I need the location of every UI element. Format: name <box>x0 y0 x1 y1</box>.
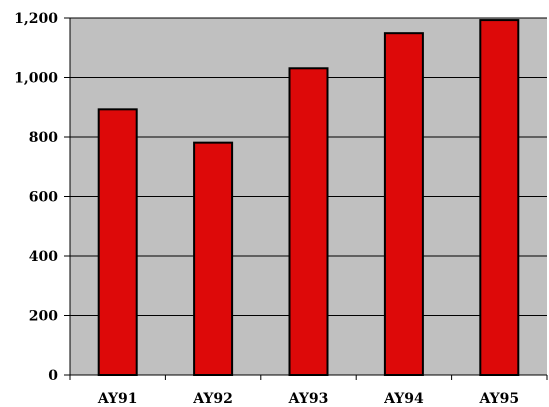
y-axis: 0 200 400 600 800 1,000 1,200 <box>14 11 71 384</box>
bar-ay95 <box>479 19 520 377</box>
x-tick-label: AY94 <box>383 391 424 407</box>
y-tick-label: 600 <box>29 190 58 206</box>
x-tick-label: AY91 <box>97 391 138 407</box>
bar-ay93 <box>288 67 329 376</box>
y-tick-label: 400 <box>29 249 58 265</box>
y-tick-label: 1,200 <box>14 11 58 27</box>
x-tick-label: AY92 <box>192 391 233 407</box>
y-tick-label: 1,000 <box>14 71 58 87</box>
x-tick-label: AY93 <box>288 391 329 407</box>
bars <box>97 19 520 377</box>
y-tick-label: 200 <box>29 309 58 325</box>
bar-ay91 <box>97 108 138 377</box>
y-tick-label: 800 <box>29 130 58 146</box>
x-tick-label: AY95 <box>478 391 519 407</box>
bar-ay94 <box>383 32 424 377</box>
x-axis: AY91 AY92 AY93 AY94 AY95 <box>69 374 548 407</box>
bar-ay92 <box>193 141 234 376</box>
y-tick-label: 0 <box>48 368 58 384</box>
